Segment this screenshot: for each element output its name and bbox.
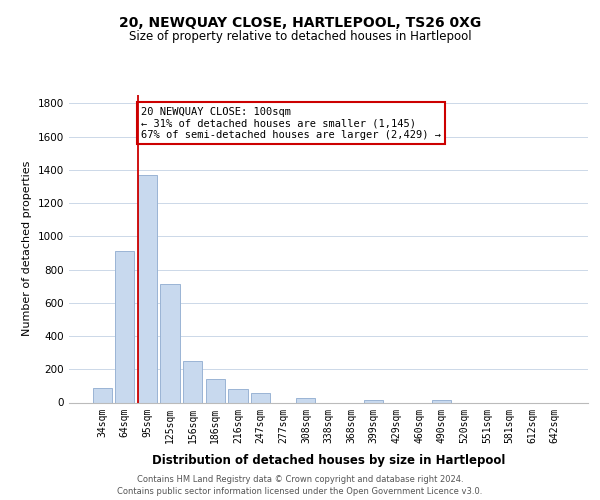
X-axis label: Distribution of detached houses by size in Hartlepool: Distribution of detached houses by size … [152, 454, 505, 466]
Bar [251, 394, 270, 402]
Bar [229, 389, 248, 402]
Bar [160, 284, 180, 403]
Text: 20 NEWQUAY CLOSE: 100sqm
← 31% of detached houses are smaller (1,145)
67% of sem: 20 NEWQUAY CLOSE: 100sqm ← 31% of detach… [141, 106, 441, 140]
Bar [92, 388, 112, 402]
Bar [115, 251, 134, 402]
Y-axis label: Number of detached properties: Number of detached properties [22, 161, 32, 336]
Bar [296, 398, 316, 402]
Text: Size of property relative to detached houses in Hartlepool: Size of property relative to detached ho… [128, 30, 472, 43]
Bar [183, 361, 202, 403]
Text: Contains public sector information licensed under the Open Government Licence v3: Contains public sector information licen… [118, 486, 482, 496]
Bar [432, 400, 451, 402]
Bar [364, 400, 383, 402]
Text: 20, NEWQUAY CLOSE, HARTLEPOOL, TS26 0XG: 20, NEWQUAY CLOSE, HARTLEPOOL, TS26 0XG [119, 16, 481, 30]
Text: Contains HM Land Registry data © Crown copyright and database right 2024.: Contains HM Land Registry data © Crown c… [137, 476, 463, 484]
Bar [206, 379, 225, 402]
Bar [138, 175, 157, 402]
